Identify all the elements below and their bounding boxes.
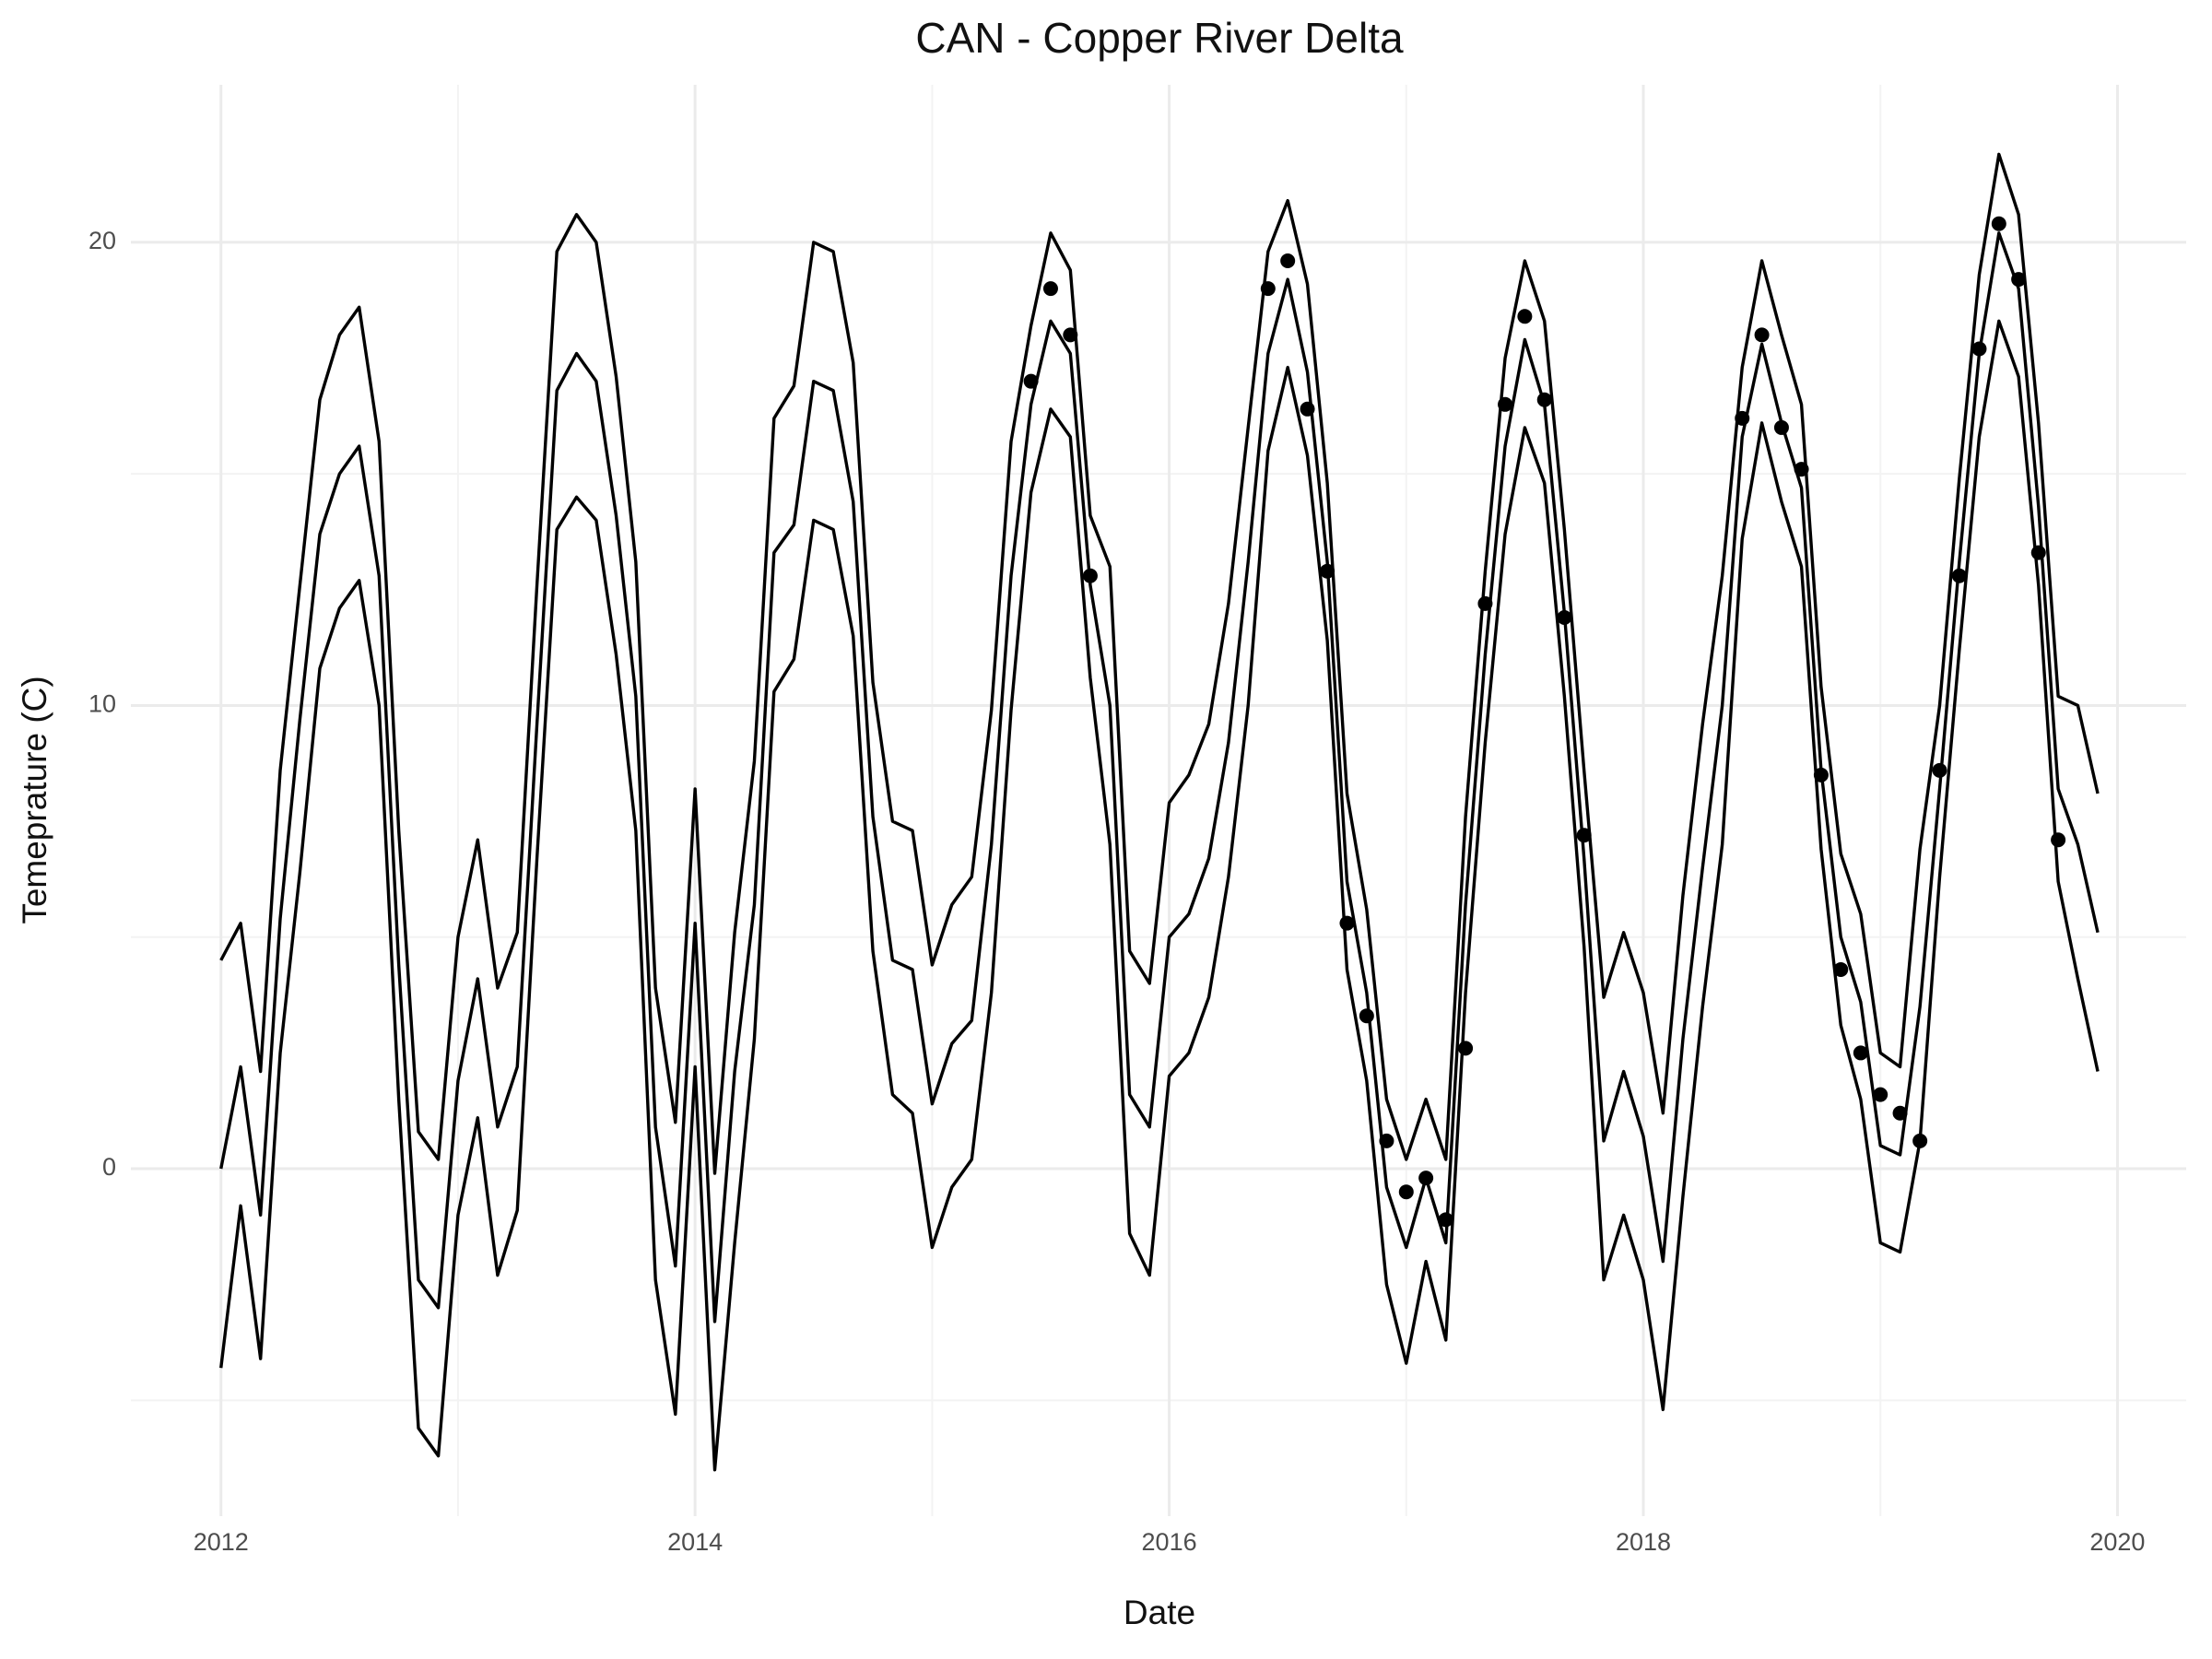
x-axis-title: Date — [1124, 1594, 1195, 1631]
data-point — [1438, 1212, 1453, 1228]
data-point — [1813, 767, 1829, 782]
data-point — [1498, 396, 1513, 412]
series-line — [219, 152, 2100, 1175]
data-point — [2011, 272, 2027, 288]
data-point — [1794, 462, 1809, 477]
data-point — [1951, 568, 1967, 583]
data-point — [1398, 1184, 1414, 1200]
data-point — [1833, 961, 1849, 977]
data-point — [1359, 1008, 1374, 1024]
data-point — [1379, 1133, 1394, 1148]
data-point — [1576, 828, 1592, 843]
x-tick-label: 2016 — [1142, 1528, 1197, 1556]
data-point — [1773, 419, 1789, 435]
data-point — [1853, 1045, 1868, 1061]
data-point — [1892, 1105, 1908, 1121]
data-point — [1912, 1133, 1928, 1148]
y-tick-label: 20 — [88, 227, 116, 254]
y-axis-title: Temeprature (C) — [16, 676, 53, 924]
data-point — [1932, 762, 1947, 778]
data-point — [1517, 309, 1533, 324]
data-point — [2051, 832, 2066, 848]
grid: 0 10 20 2012 2014 2016 2018 2020 — [88, 85, 2186, 1556]
data-point — [1458, 1041, 1474, 1056]
data-point — [1023, 373, 1039, 389]
data-point — [1082, 568, 1098, 583]
data-point — [1557, 609, 1572, 625]
y-tick-label: 10 — [88, 690, 116, 718]
series-line — [219, 319, 2100, 1472]
data-point — [1477, 595, 1493, 611]
data-point — [1300, 401, 1315, 417]
data-point — [1991, 216, 2006, 231]
x-tick-label: 2012 — [194, 1528, 249, 1556]
data-point — [1042, 281, 1058, 297]
plot-area — [219, 152, 2100, 1472]
data-point — [1754, 327, 1770, 343]
data-point — [1536, 392, 1552, 407]
data-point — [1971, 341, 1987, 357]
data-point — [1280, 253, 1296, 268]
x-tick-label: 2020 — [2089, 1528, 2145, 1556]
chart-title: CAN - Copper River Delta — [915, 14, 1404, 62]
data-point — [1873, 1087, 1888, 1102]
data-point — [1418, 1171, 1434, 1186]
y-tick-label: 0 — [102, 1153, 116, 1181]
data-point — [1260, 281, 1276, 297]
data-point — [1320, 563, 1335, 579]
x-tick-label: 2018 — [1616, 1528, 1671, 1556]
data-point — [1339, 915, 1355, 931]
data-point — [1063, 327, 1078, 343]
data-point — [2030, 545, 2046, 560]
x-tick-label: 2014 — [667, 1528, 723, 1556]
data-point — [1735, 410, 1750, 426]
